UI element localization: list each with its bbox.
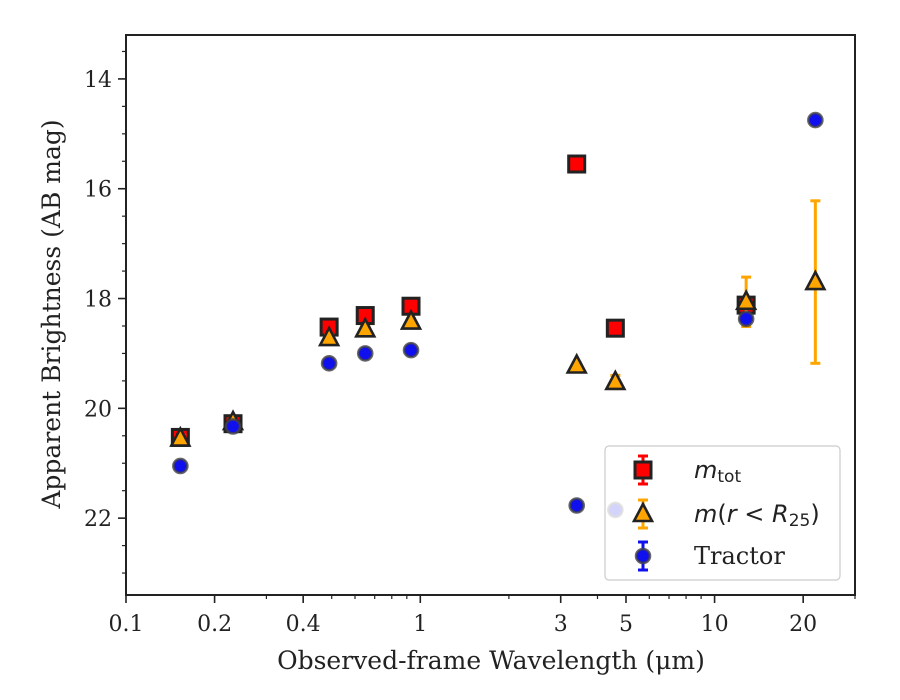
x-tick-label: 1 bbox=[413, 612, 427, 637]
data-point bbox=[169, 425, 192, 447]
legend-marker bbox=[631, 501, 655, 523]
x-tick-label: 20 bbox=[789, 612, 817, 637]
y-tick-label: 14 bbox=[84, 68, 112, 93]
data-point bbox=[224, 418, 242, 435]
x-tick-label: 0.2 bbox=[197, 612, 232, 637]
legend-label-part: Tractor bbox=[694, 542, 785, 570]
data-point bbox=[172, 457, 189, 475]
data-point bbox=[354, 316, 377, 338]
y-tick-label: 22 bbox=[84, 507, 112, 532]
x-tick-label: 3 bbox=[554, 612, 568, 637]
legend-label: Tractor bbox=[694, 542, 785, 570]
x-axis-title: Observed-frame Wavelength (μm) bbox=[277, 646, 705, 675]
legend-marker bbox=[633, 460, 653, 480]
data-point bbox=[737, 310, 755, 328]
legend-label-part: R bbox=[772, 500, 789, 528]
legend-label-part: m bbox=[694, 500, 717, 528]
data-point bbox=[804, 269, 827, 291]
data-point bbox=[605, 318, 625, 338]
x-tick-label: 10 bbox=[701, 612, 729, 637]
legend-label-part: m bbox=[694, 456, 717, 484]
data-point bbox=[568, 497, 586, 514]
data-point bbox=[567, 154, 587, 174]
legend-marker bbox=[634, 547, 652, 565]
data-point bbox=[317, 325, 341, 347]
y-tick-label: 20 bbox=[84, 397, 112, 422]
legend-box bbox=[604, 445, 841, 581]
y-tick-label: 18 bbox=[84, 288, 112, 313]
axes: 0.1 0.2 0.4 1 3 5 10 20 14 16 18 20 22 bbox=[84, 34, 856, 637]
data-point bbox=[807, 111, 824, 129]
legend-label: mtot bbox=[694, 456, 741, 487]
data-point bbox=[356, 345, 374, 362]
legend-label-part: tot bbox=[717, 467, 741, 487]
data-point bbox=[604, 369, 627, 391]
plot-frame bbox=[125, 34, 856, 596]
y-axis-title: Apparent Brightness (AB mag) bbox=[37, 119, 66, 509]
legend-label-part: 25 bbox=[789, 511, 811, 531]
legend-label-part: r bbox=[727, 500, 739, 528]
legend-label: m(r < R25) bbox=[694, 500, 820, 531]
x-tick-label: 0.1 bbox=[109, 612, 144, 637]
legend-label-part: < bbox=[737, 500, 772, 528]
x-tick-label: 5 bbox=[619, 612, 633, 637]
legend-label-part: ( bbox=[717, 500, 726, 528]
y-tick-label: 16 bbox=[84, 178, 112, 203]
x-tick-label: 0.4 bbox=[286, 612, 321, 637]
data-point bbox=[320, 355, 338, 372]
data-point bbox=[565, 352, 588, 374]
data-point bbox=[402, 341, 420, 359]
data-point bbox=[734, 289, 758, 311]
data-point bbox=[399, 308, 423, 330]
legend-label-part: ) bbox=[810, 500, 819, 528]
